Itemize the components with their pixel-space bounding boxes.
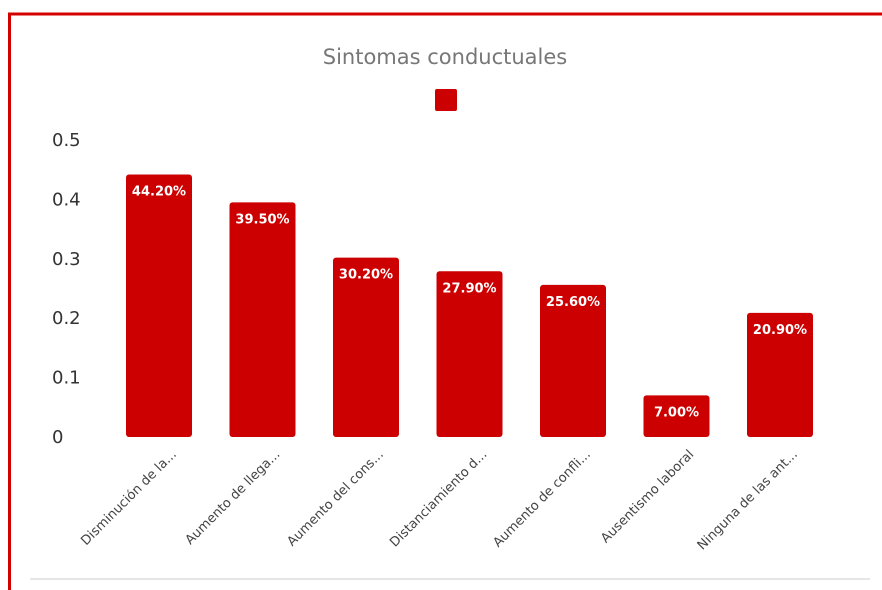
y-tick-label: 0.5 [52,130,81,151]
bar-data-label: 20.90% [753,323,807,338]
bar [747,312,813,437]
x-axis: Disminución de la... Aumento de llega... A… [78,447,801,553]
bar-data-label: 30.20% [339,268,393,283]
y-tick-label: 0 [52,427,63,448]
y-tick-label: 0.1 [52,368,81,389]
y-tick-label: 0.4 [52,189,81,210]
bar [126,174,192,437]
data-labels-group: 44.20% 39.50% 30.20% 27.90% 25.60% 7.00% 20.90… [132,184,807,420]
y-tick-label: 0.2 [52,308,81,329]
bar [540,284,606,437]
bars-group [126,174,813,437]
bar [436,271,503,437]
bar [643,395,710,437]
chart-title: Sintomas conductuales [323,45,568,69]
legend-swatch [435,89,457,111]
bar-data-label: 7.00% [654,405,699,420]
x-tick-label: Aumento de confli... [490,447,593,550]
x-tick-label: Aumento del cons... [284,447,386,549]
x-tick-label: Aumento de llega... [183,447,284,548]
bar [229,202,296,437]
x-tick-label: Ninguna de las ant... [695,447,801,553]
y-tick-label: 0.3 [52,249,81,270]
bar-data-label: 27.90% [442,281,496,296]
bar-data-label: 44.20% [132,184,186,199]
bar [333,257,399,437]
bar-data-label: 25.60% [546,295,600,310]
x-tick-label: Ausentismo laboral [598,447,697,546]
x-tick-label: Distanciamiento d... [387,447,490,550]
y-axis: 0 0.1 0.2 0.3 0.4 0.5 [52,130,81,448]
bar-data-label: 39.50% [235,212,289,227]
x-tick-label: Disminución de la... [78,447,180,549]
